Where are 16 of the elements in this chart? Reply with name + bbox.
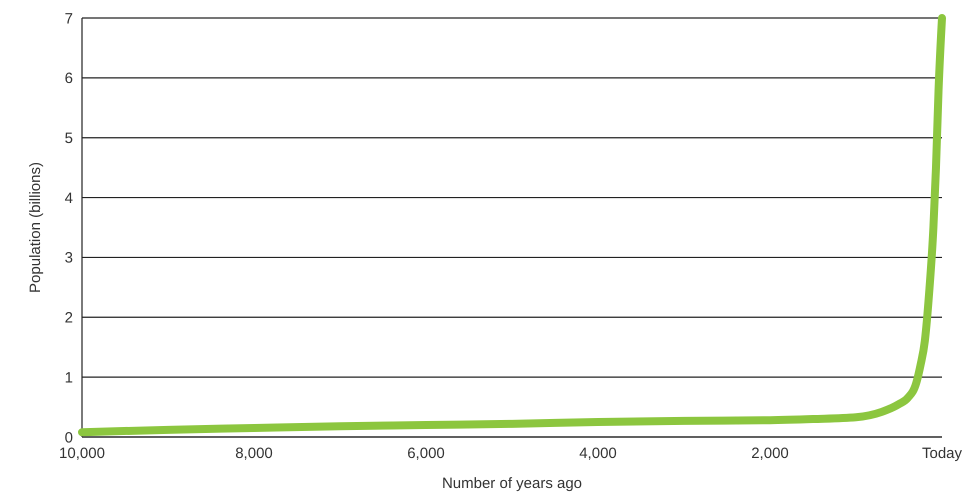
y-tick-label: 2: [64, 310, 73, 327]
x-tick-label: 8,000: [235, 445, 273, 462]
x-tick-label: 2,000: [751, 445, 789, 462]
y-tick-label: 0: [64, 429, 73, 446]
x-tick-label: 10,000: [59, 445, 105, 462]
y-tick-label: 3: [64, 250, 73, 267]
y-tick-label: 5: [64, 130, 73, 147]
y-tick-label: 1: [64, 369, 73, 386]
y-tick-label: 7: [64, 10, 73, 28]
y-tick-label: 6: [64, 70, 73, 88]
x-tick-label: 6,000: [407, 445, 445, 462]
x-axis-title: Number of years ago: [442, 475, 582, 492]
y-axis-title: Population (billions): [27, 162, 44, 293]
x-tick-label: Today: [922, 445, 963, 462]
y-tick-label: 4: [64, 190, 73, 207]
x-tick-label: 4,000: [579, 445, 617, 462]
